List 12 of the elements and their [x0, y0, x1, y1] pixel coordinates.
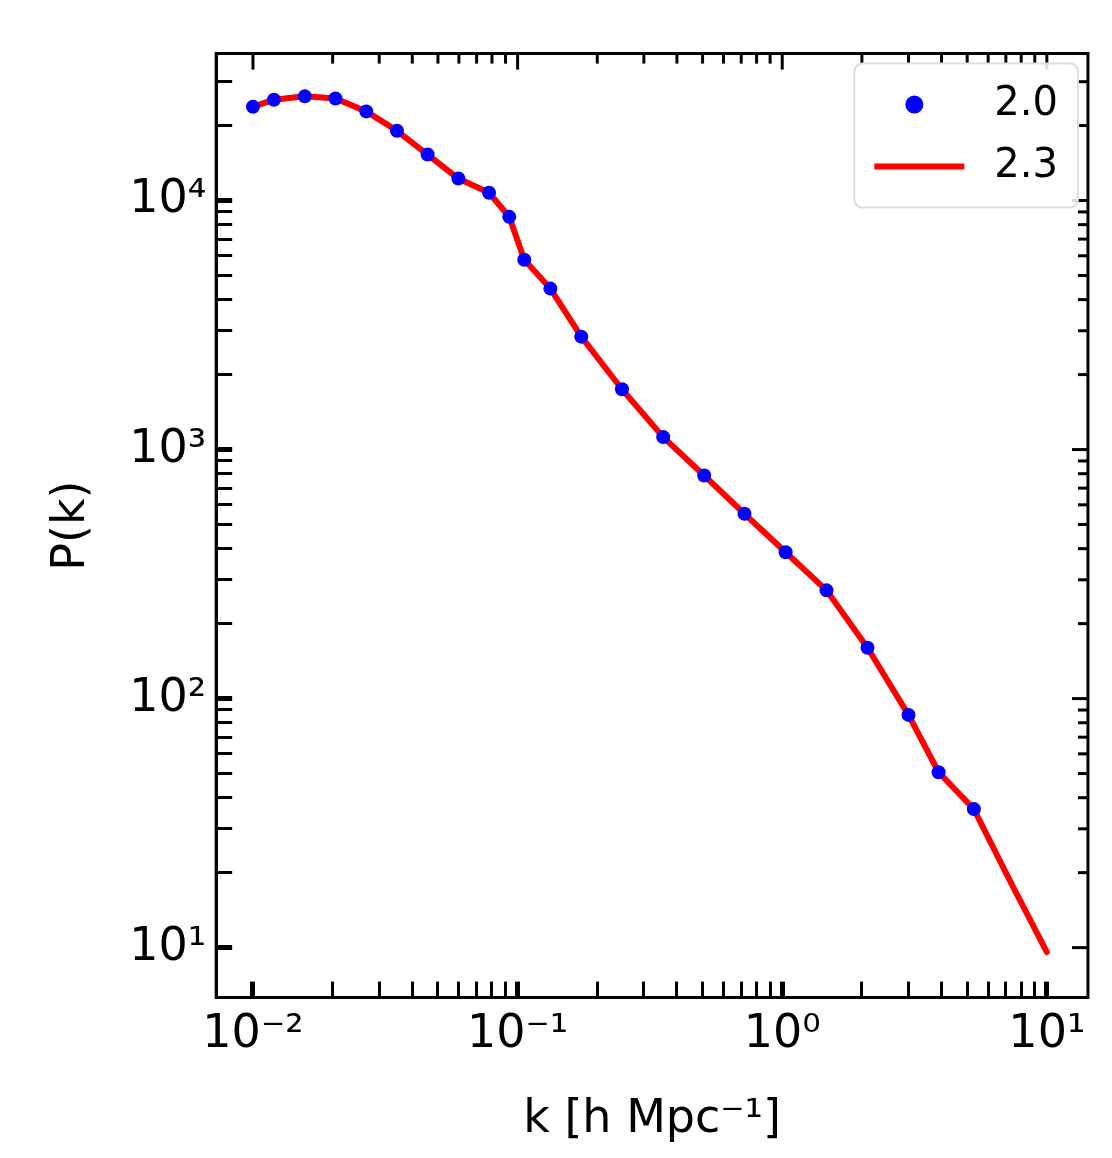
y-tick-label: 10³ — [129, 418, 207, 473]
x-axis-title: k [h Mpc⁻¹] — [523, 1089, 781, 1144]
x-tick-label: 10¹ — [1008, 1004, 1086, 1059]
y-tick-label: 10² — [129, 667, 207, 722]
y-tick-label: 10¹ — [129, 916, 207, 971]
legend-label: 2.0 — [994, 77, 1058, 124]
y-axis-title: P(k) — [40, 480, 95, 571]
y-tick-label: 10⁴ — [129, 169, 207, 224]
legend-label: 2.3 — [994, 139, 1058, 186]
x-tick-label: 10⁻² — [202, 1004, 304, 1059]
x-tick-label: 10⁻¹ — [466, 1004, 569, 1059]
x-tick-label: 10⁰ — [743, 1004, 821, 1059]
